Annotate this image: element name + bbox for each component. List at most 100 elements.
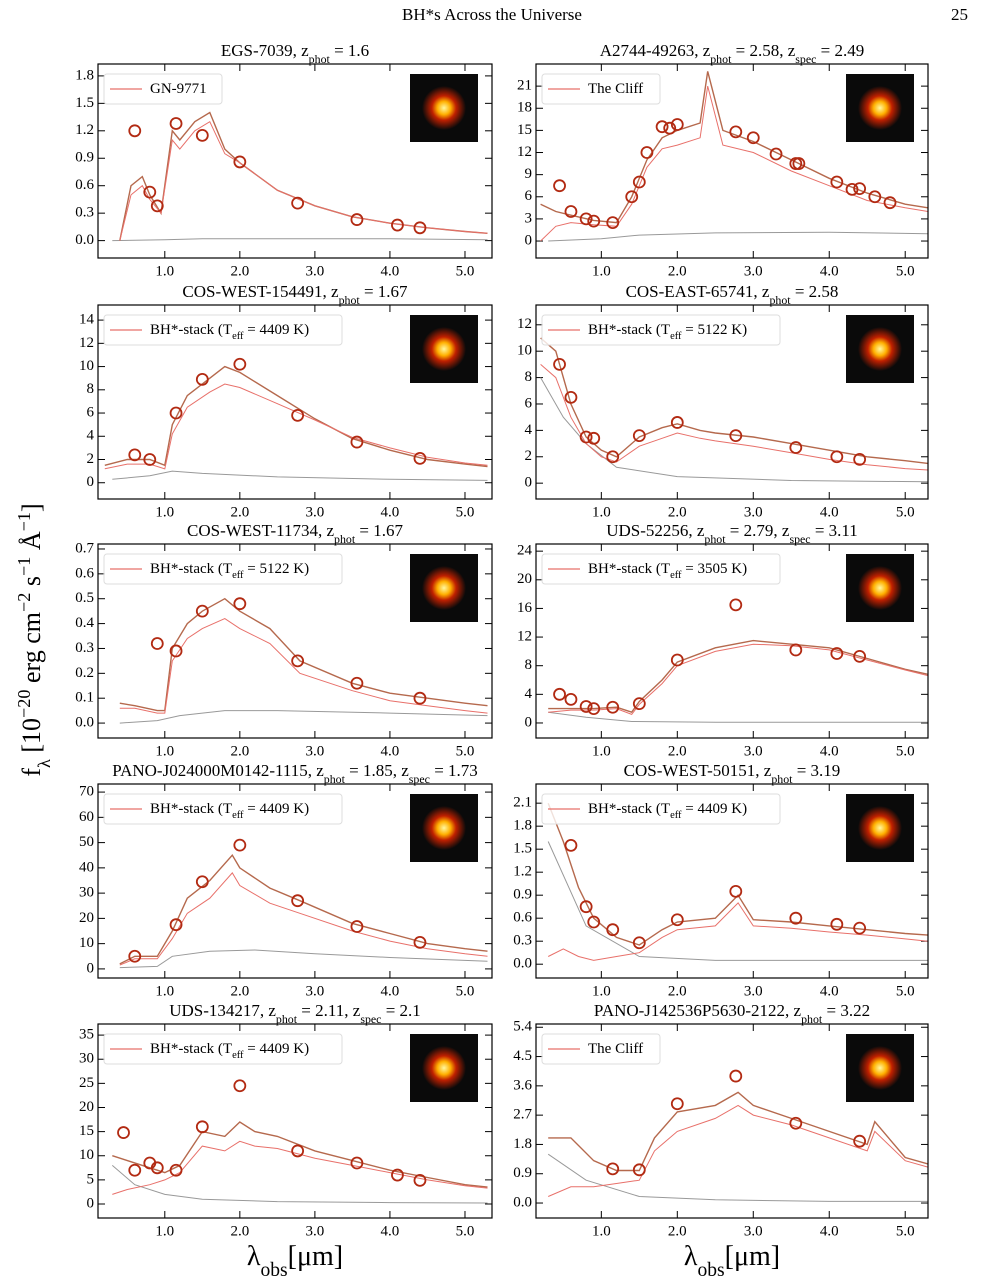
y-tick-label: 5 <box>87 1171 95 1187</box>
y-tick-label: 0.9 <box>75 150 94 166</box>
y-tick-label: 0 <box>525 232 533 248</box>
text-segment: = 5122 K) <box>682 322 748 338</box>
plot-area <box>119 838 488 969</box>
y-tick-label: 10 <box>517 343 532 359</box>
text-segment: −1 <box>14 557 34 576</box>
panel-title: COS-WEST-154491, zphot = 1.67 <box>182 282 408 307</box>
photometry-point <box>625 190 639 204</box>
photometry-point <box>606 1162 620 1176</box>
photometry-point <box>670 653 684 667</box>
axes-frame <box>535 63 929 259</box>
photometry-point <box>195 372 209 386</box>
photometry-point <box>553 687 566 701</box>
x-tick-label: 5.0 <box>456 504 475 520</box>
x-tick-label: 5.0 <box>896 504 915 520</box>
component-line <box>548 711 928 723</box>
legend-box <box>541 553 781 585</box>
text-segment: COS-WEST-50151, z <box>624 761 772 780</box>
text-segment: phot <box>324 772 346 786</box>
photometry-point <box>169 406 183 420</box>
y-tick-label: 15 <box>79 1123 94 1139</box>
text-segment: BH*-stack (T <box>150 322 232 338</box>
y-tick-label: 6 <box>87 404 95 420</box>
text-segment: obs <box>697 1260 724 1281</box>
legend-box <box>541 1033 661 1065</box>
text-segment: λ <box>247 1241 261 1272</box>
text-segment: phot <box>769 293 791 307</box>
x-tick-label: 2.0 <box>230 743 249 759</box>
text-segment: = 4409 K) <box>244 1041 310 1057</box>
x-tick-label: 5.0 <box>456 743 475 759</box>
text-segment: phot <box>276 1012 298 1026</box>
photometry-point <box>853 921 867 935</box>
text-segment: = 1.6 <box>330 41 369 60</box>
x-tick-label: 1.0 <box>592 743 611 759</box>
text-segment: EGS-7039, z <box>221 41 309 60</box>
photometry-point <box>553 357 566 371</box>
x-tick-label: 5.0 <box>896 1223 915 1239</box>
y-tick-label: 1.2 <box>513 864 532 880</box>
photometry-point <box>632 175 646 189</box>
photometry-point <box>789 1116 803 1130</box>
legend-label: The Cliff <box>588 1041 643 1057</box>
spectrum-line <box>548 639 928 714</box>
photometry-point <box>150 637 164 650</box>
y-tick-label: 8 <box>87 381 95 397</box>
text-segment: = 1.73 <box>430 761 478 780</box>
photometry-point <box>853 649 867 663</box>
text-segment: = 3.11 <box>811 521 858 540</box>
thumbnail-source <box>422 566 466 610</box>
x-tick-label: 4.0 <box>381 743 400 759</box>
text-segment: eff <box>670 570 682 581</box>
y-tick-label: 4 <box>525 686 533 702</box>
component-line <box>112 238 488 242</box>
text-segment: COS-EAST-65741, z <box>626 282 770 301</box>
photometry-point <box>553 179 566 193</box>
plot-area <box>104 357 488 481</box>
x-tick-label: 4.0 <box>820 983 839 999</box>
y-tick-label: 6 <box>525 188 533 204</box>
y-tick-label: 4.5 <box>513 1048 532 1064</box>
y-tick-label: 16 <box>517 600 533 616</box>
text-segment: s <box>17 576 46 593</box>
panel-title: UDS-134217, zphot = 2.11, zspec = 2.1 <box>169 1001 421 1026</box>
thumbnail-source <box>858 806 902 850</box>
photometry-point <box>195 875 209 889</box>
y-tick-label: 0.0 <box>513 956 532 972</box>
photometry-point <box>564 692 578 706</box>
text-segment: The Cliff <box>588 81 643 97</box>
photometry-point <box>830 450 844 464</box>
y-tick-label: 21 <box>517 78 532 94</box>
x-tick-label: 5.0 <box>456 263 475 279</box>
y-tick-label: 25 <box>79 1075 94 1091</box>
photometry-point <box>413 451 427 465</box>
text-segment: = 4409 K) <box>244 322 310 338</box>
text-segment: Å <box>17 531 46 557</box>
y-axis-label: fλ [10−20 erg cm−2 s−1 Å−1] <box>14 503 54 776</box>
photometry-point <box>655 120 669 134</box>
x-tick-label: 4.0 <box>381 504 400 520</box>
photometry-point <box>868 190 882 204</box>
model-line <box>112 1140 488 1195</box>
legend-label: BH*-stack (Teff = 5122 K) <box>150 561 309 580</box>
text-segment: BH*-stack (T <box>588 561 670 577</box>
text-segment: PANO-J142536P5630-2122, z <box>594 1001 802 1020</box>
plot-area <box>112 111 488 242</box>
text-segment: GN-9771 <box>150 81 207 97</box>
y-tick-label: 20 <box>79 1099 94 1115</box>
photometry-point <box>128 949 142 963</box>
y-tick-label: 10 <box>79 935 94 951</box>
text-segment: COS-WEST-11734, z <box>187 521 334 540</box>
y-tick-label: 4 <box>525 422 533 438</box>
photometry-point <box>413 691 427 705</box>
photometry-point <box>564 390 578 404</box>
panel-title: PANO-J142536P5630-2122, zphot = 3.22 <box>594 1001 870 1026</box>
photometry-point <box>128 448 142 462</box>
text-segment: The Cliff <box>588 1041 643 1057</box>
photometry-point <box>853 182 867 196</box>
y-tick-label: 12 <box>517 316 532 332</box>
spectrum-line <box>548 1091 928 1172</box>
x-tick-label: 2.0 <box>230 983 249 999</box>
text-segment: phot <box>710 52 732 66</box>
